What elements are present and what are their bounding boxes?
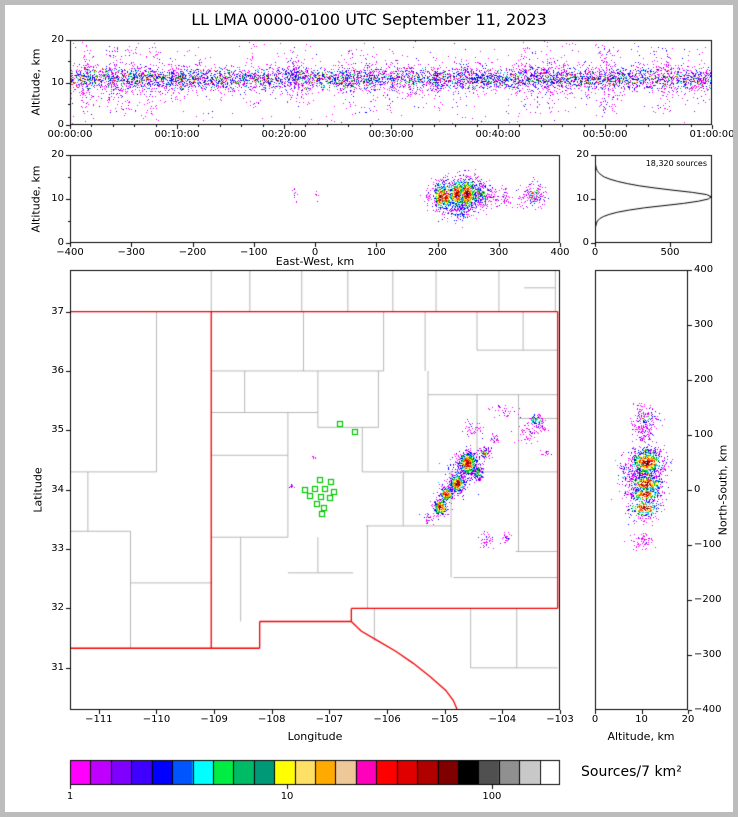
ew-axis-tick-label: −400 — [56, 247, 84, 258]
ns-tick-label: −200 — [694, 594, 722, 605]
ew-height-xlabel: East-West, km — [275, 255, 355, 268]
colorbar-tick-label: 1 — [66, 791, 74, 802]
longitude-tick-label: −107 — [315, 714, 344, 725]
ew-height-ylabel: Altitude, km — [29, 165, 43, 233]
ns-tick-label: 200 — [694, 374, 714, 385]
p5-altitude-tick-label: 10 — [635, 714, 648, 725]
ew-axis-tick-label: 300 — [489, 247, 509, 258]
histogram-count-tick-label: 0 — [591, 247, 599, 258]
ns-tick-label: −300 — [694, 649, 722, 660]
ns-tick-label: −400 — [694, 704, 722, 715]
time-height-ylabel: Altitude, km — [29, 48, 43, 116]
longitude-tick-label: −110 — [142, 714, 171, 725]
latitude-tick-label: 33 — [51, 543, 64, 555]
time-axis-tick-label: 00:40:00 — [475, 129, 521, 140]
ew-axis-tick-label: 200 — [427, 247, 448, 258]
longitude-tick-label: −104 — [488, 714, 517, 725]
longitude-tick-label: −105 — [430, 714, 459, 725]
longitude-tick-label: −111 — [85, 714, 113, 725]
colorbar-tick-label: 100 — [482, 791, 502, 802]
p3-altitude-tick-label: 0 — [582, 237, 589, 248]
p5-altitude-tick-label: 0 — [591, 714, 599, 725]
time-axis-tick-label: 00:30:00 — [368, 129, 414, 140]
ns-tick-label: 300 — [694, 319, 714, 330]
latitude-tick-label: 36 — [51, 364, 64, 376]
latitude-tick-label: 31 — [51, 661, 64, 673]
longitude-tick-label: −103 — [546, 714, 574, 725]
p3-altitude-tick-label: 10 — [576, 193, 589, 204]
time-axis-tick-label: 00:00:00 — [47, 129, 93, 140]
p5-altitude-tick-label: 20 — [681, 714, 695, 725]
ns-tick-label: 0 — [694, 484, 701, 495]
longitude-tick-label: −108 — [258, 714, 286, 725]
source-count-annotation: 18,320 sources — [645, 159, 707, 168]
time-axis-tick-label: 00:50:00 — [582, 129, 628, 140]
ns-tick-label: −100 — [694, 539, 722, 550]
time-axis-tick-label: 00:20:00 — [261, 129, 307, 140]
ew-axis-tick-label: −300 — [117, 247, 145, 258]
latitude-tick-label: 37 — [51, 305, 64, 317]
p1-altitude-tick-label: 20 — [51, 34, 64, 45]
time-axis-tick-label: 01:00:00 — [689, 129, 735, 140]
p2-altitude-tick-label: 10 — [51, 193, 64, 204]
ew-axis-tick-label: −200 — [178, 247, 207, 258]
time-axis-tick-label: 00:10:00 — [154, 129, 200, 140]
map-xlabel: Longitude — [287, 730, 343, 743]
p2-altitude-tick-label: 20 — [51, 149, 64, 160]
latitude-tick-label: 32 — [51, 602, 64, 614]
ew-axis-tick-label: 0 — [311, 247, 319, 258]
histogram-count-tick-label: 500 — [660, 247, 680, 258]
p1-altitude-tick-label: 0 — [57, 119, 64, 130]
ns-tick-label: 400 — [694, 264, 714, 275]
ew-axis-tick-label: 100 — [366, 247, 386, 258]
latitude-tick-label: 34 — [51, 483, 64, 495]
map-ylabel: Latitude — [31, 467, 45, 513]
ns-height-ylabel: North-South, km — [716, 444, 730, 536]
p1-altitude-tick-label: 10 — [51, 76, 64, 88]
figure-title: LL LMA 0000-0100 UTC September 11, 2023 — [191, 10, 547, 29]
longitude-tick-label: −109 — [200, 714, 228, 725]
colorbar-tick-label: 10 — [280, 791, 294, 802]
ew-axis-tick-label: 400 — [550, 247, 570, 258]
colorbar-label: Sources/7 km² — [581, 764, 682, 780]
ew-axis-tick-label: −100 — [240, 247, 268, 258]
ns-tick-label: 100 — [694, 429, 714, 440]
ns-height-xlabel: Altitude, km — [607, 730, 675, 743]
p3-altitude-tick-label: 20 — [576, 149, 589, 160]
latitude-tick-label: 35 — [51, 424, 64, 436]
longitude-tick-label: −106 — [373, 714, 401, 725]
p2-altitude-tick-label: 0 — [57, 237, 64, 248]
